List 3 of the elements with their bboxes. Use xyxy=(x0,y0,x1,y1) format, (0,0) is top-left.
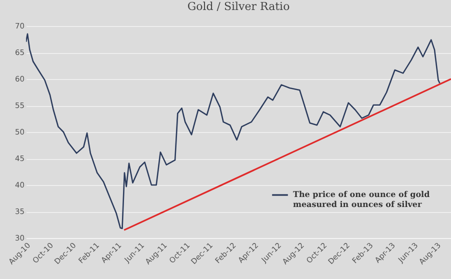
legend-label: The price of one ounce of gold measured in ounces of silver xyxy=(293,189,430,209)
chart-title: Gold / Silver Ratio xyxy=(187,0,290,13)
line-series xyxy=(26,33,440,230)
